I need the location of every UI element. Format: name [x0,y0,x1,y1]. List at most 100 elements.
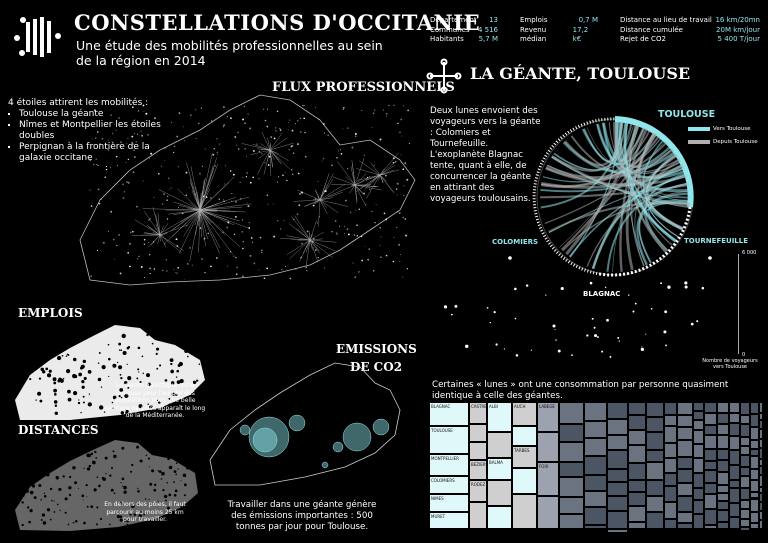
treemap-cell [627,522,646,529]
stat-row: Département 13 [430,16,498,26]
treemap-cell [584,402,607,421]
geante-text: Deux lunes envoient des voyageurs vers l… [430,106,541,204]
treemap-cell [663,443,678,458]
stat-label: Rejet de CO2 [620,35,666,43]
stat-value: 5,7 M [478,35,498,43]
treemap-cell [692,419,704,431]
treemap-cell [759,520,764,529]
treemap-cell [704,434,717,449]
treemap-cell [512,494,537,529]
treemap-cell [716,434,729,449]
treemap-cell [663,426,678,444]
treemap-cell [584,437,607,457]
treemap-cell [677,414,693,427]
section-title-distances: DISTANCES [18,423,99,437]
treemap-cell [759,448,764,459]
label-toulouse: TOULOUSE [658,109,716,120]
treemap-cell [716,448,729,461]
co2-note: Travailler dans une géante génère des ém… [227,500,377,532]
treemap-cell [692,457,704,474]
section-title-geante: LA GÉANTE, TOULOUSE [470,64,691,83]
treemap-cell [759,438,764,449]
stat-value: 17,2 k€ [572,25,589,44]
treemap-cell [740,467,750,477]
treemap-cell [645,402,664,418]
treemap-cell [740,455,750,468]
treemap-cell [716,492,729,501]
treemap-cell [728,449,741,465]
treemap-cell [704,448,717,462]
treemap-cell [487,432,512,458]
treemap-cell: ALBI [487,402,512,432]
treemap-cell [704,494,717,510]
treemap-cell [740,423,750,438]
treemap-cell [487,506,512,529]
emplois-map [15,325,205,420]
flux-bullet: Toulouse la géante [19,109,168,120]
treemap-cell [584,525,607,530]
treemap-cell [740,437,750,446]
treemap-cell [559,461,585,478]
flux-intro-text: 4 étoiles attirent les mobilités : [8,98,149,108]
treemap-cell [728,479,741,489]
treemap-cell [759,501,764,511]
emplois-holes [28,333,201,416]
treemap-cell [749,439,760,449]
stat-value: 13 [489,16,498,24]
treemap-cell: TOULOUSE [429,426,469,454]
treemap-cell [749,456,760,470]
treemap-cell: MURET [429,512,469,529]
chord-diagram [532,116,694,277]
treemap-cell [749,491,760,499]
treemap-cell [704,470,717,483]
treemap-cell: TARBES [512,446,537,468]
treemap-cell [740,445,750,456]
treemap-cell [469,442,487,460]
stats-column-1: Département 13 Communes 4 516 Habitants 5,7 M [430,16,498,45]
treemap-cell [749,426,760,440]
scale-caption: Nombre de voyageurs vers Toulouse [702,358,758,370]
treemap-cell [759,486,764,493]
treemap-cell [645,480,664,497]
treemap-cell [749,402,760,414]
treemap-cell [663,402,678,415]
treemap-cell [749,498,760,512]
treemap-cell [606,528,628,533]
treemap-cell [469,502,487,529]
treemap-cell [740,526,750,531]
treemap-cell [677,483,693,496]
treemap-cell: RODEZ [469,480,487,502]
treemap-cell [749,448,760,457]
treemap-cell [692,500,704,514]
treemap-cell [663,414,678,427]
flux-bullet: Nîmes et Montpellier les étoiles doubles [19,120,168,142]
treemap-cell [704,402,717,413]
treemap-cell [704,461,717,471]
stat-row: Communes 4 516 [430,26,498,36]
treemap-cell [627,445,646,464]
treemap-cell: LABEGE [537,402,559,432]
treemap-cell [606,496,628,512]
legend-vers: Vers Toulouse [713,126,751,132]
treemap-cell [692,487,704,501]
treemap-cell [627,463,646,480]
stat-row: Revenu médian 17,2 k€ [520,26,598,45]
flux-map [79,94,416,286]
treemap-cell [663,458,678,473]
treemap-cell [759,402,764,413]
stat-label: Département [430,16,477,24]
treemap-cell [677,402,693,415]
occitan-cross-logo [14,17,61,57]
treemap-cell [584,420,607,438]
legend-swatch-depuis [688,140,710,144]
treemap-cell [759,458,764,466]
treemap-cell [606,434,628,451]
treemap-cell [704,482,717,495]
treemap-cell [627,479,646,492]
treemap-cell [584,475,607,492]
treemap-cell [749,469,760,481]
stat-row: Rejet de CO2 5 400 T/jour [620,35,760,45]
treemap-cell: AUCH [512,402,537,426]
treemap-cell [759,412,764,420]
treemap-cell [559,497,585,514]
